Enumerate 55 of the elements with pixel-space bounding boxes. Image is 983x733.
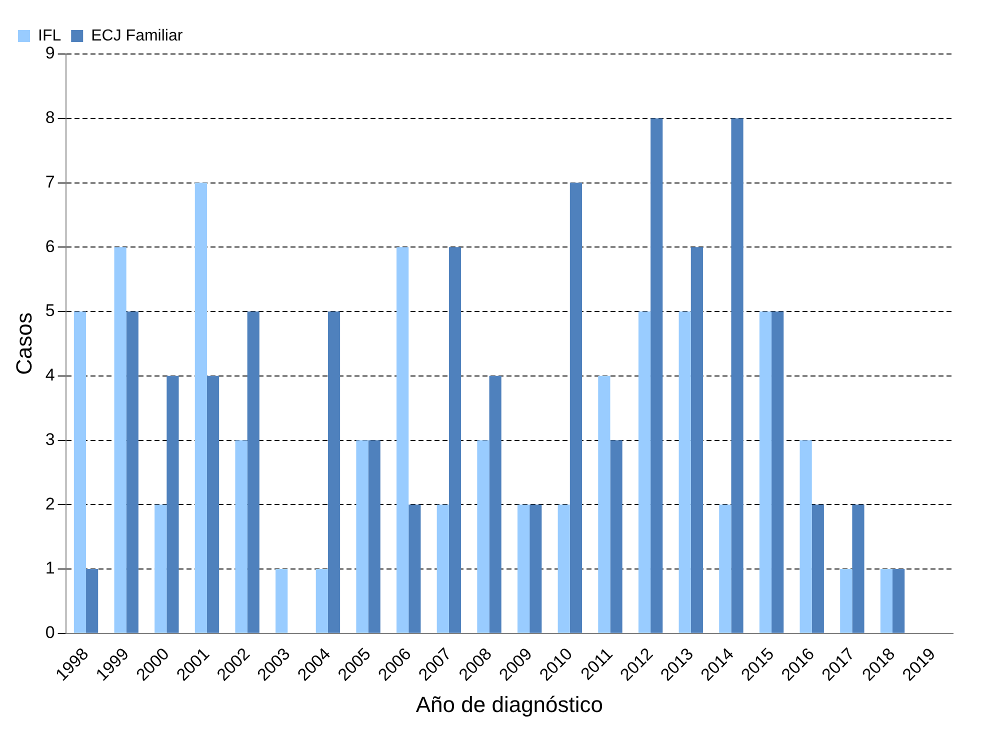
bar bbox=[719, 504, 732, 633]
legend-label: IFL bbox=[38, 27, 62, 44]
bar bbox=[892, 569, 905, 633]
bar bbox=[154, 504, 167, 633]
bar bbox=[408, 504, 421, 633]
bar bbox=[396, 247, 409, 633]
bar bbox=[235, 440, 248, 633]
bar bbox=[448, 247, 462, 633]
bar bbox=[880, 569, 893, 633]
bar bbox=[800, 440, 812, 633]
legend-label: ECJ Familiar bbox=[91, 27, 184, 44]
bar bbox=[247, 312, 260, 633]
bar bbox=[126, 312, 138, 633]
bar bbox=[194, 182, 207, 633]
y-tick-label: 9 bbox=[45, 44, 55, 63]
y-tick-label: 1 bbox=[45, 558, 55, 578]
bar bbox=[690, 247, 703, 633]
bar bbox=[74, 312, 86, 633]
bar bbox=[678, 312, 691, 633]
bar bbox=[731, 118, 744, 633]
bar bbox=[206, 376, 220, 633]
bar bbox=[558, 504, 570, 633]
bar bbox=[852, 504, 864, 633]
bar bbox=[477, 440, 490, 633]
bar bbox=[436, 504, 449, 633]
y-tick-label: 5 bbox=[45, 301, 55, 320]
y-tick-label: 0 bbox=[45, 623, 55, 642]
bar bbox=[276, 569, 288, 633]
bar bbox=[328, 312, 340, 633]
bar bbox=[840, 569, 852, 633]
bar bbox=[570, 182, 582, 633]
y-tick-label: 8 bbox=[45, 108, 55, 128]
bar bbox=[86, 569, 98, 633]
bar bbox=[598, 376, 610, 633]
y-tick-label: 4 bbox=[45, 366, 55, 385]
bar bbox=[166, 376, 179, 633]
x-axis-title: Año de diagnóstico bbox=[416, 692, 603, 717]
bar bbox=[812, 504, 824, 633]
bar bbox=[517, 504, 530, 633]
y-tick-label: 7 bbox=[45, 172, 55, 192]
bar bbox=[489, 376, 502, 633]
bar bbox=[638, 312, 651, 633]
y-tick-label: 6 bbox=[45, 236, 55, 256]
bar bbox=[772, 312, 784, 633]
bar bbox=[114, 247, 126, 633]
bar bbox=[530, 504, 542, 633]
bar bbox=[610, 440, 622, 633]
bar bbox=[368, 440, 380, 633]
bar bbox=[316, 569, 328, 633]
y-axis-title: Casos bbox=[11, 312, 36, 375]
y-tick-label: 3 bbox=[45, 430, 55, 449]
bar bbox=[356, 440, 368, 633]
bar bbox=[650, 118, 663, 633]
y-tick-label: 2 bbox=[45, 494, 55, 514]
bar bbox=[759, 312, 772, 633]
